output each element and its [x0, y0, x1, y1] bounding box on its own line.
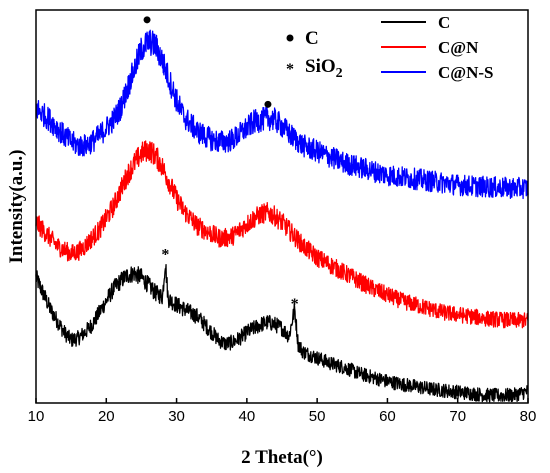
x-tick-label-20: 20	[98, 408, 115, 425]
legend-label-C: C	[438, 13, 450, 32]
legend: C C@N C@N-S	[381, 13, 493, 82]
x-axis-ticks: 10 20 30 40 50 60 70 80	[28, 398, 537, 425]
key-label-1: SiO2	[305, 56, 343, 81]
key-dot-icon	[286, 34, 294, 42]
series-lines	[35, 29, 529, 403]
y-axis-label: Intensity(a.u.)	[6, 149, 27, 263]
x-axis-label: 2 Theta(°)	[241, 447, 323, 468]
peak-dot-marker-0	[143, 16, 151, 24]
series-line-C	[35, 264, 529, 403]
peak-star-marker-2: *	[161, 247, 169, 264]
marker-key: C * SiO2	[286, 28, 343, 81]
peak-markers: **	[143, 16, 299, 313]
x-tick-label-70: 70	[449, 408, 466, 425]
x-tick-label-10: 10	[28, 408, 45, 425]
x-tick-label-40: 40	[239, 408, 256, 425]
key-label-0: C	[305, 28, 319, 49]
x-tick-label-60: 60	[379, 408, 396, 425]
x-tick-label-50: 50	[309, 408, 326, 425]
key-star-icon: *	[286, 61, 294, 78]
peak-star-marker-3: *	[291, 296, 299, 313]
x-tick-label-80: 80	[520, 408, 537, 425]
series-line-C@N-S	[35, 29, 529, 200]
key-label-subscript: 2	[336, 66, 343, 81]
legend-label-C@N: C@N	[438, 38, 479, 57]
x-tick-label-30: 30	[168, 408, 185, 425]
plot-frame	[35, 9, 529, 404]
legend-label-C@N-S: C@N-S	[438, 63, 493, 82]
peak-dot-marker-1	[264, 100, 272, 108]
series-line-C@N	[35, 140, 529, 329]
